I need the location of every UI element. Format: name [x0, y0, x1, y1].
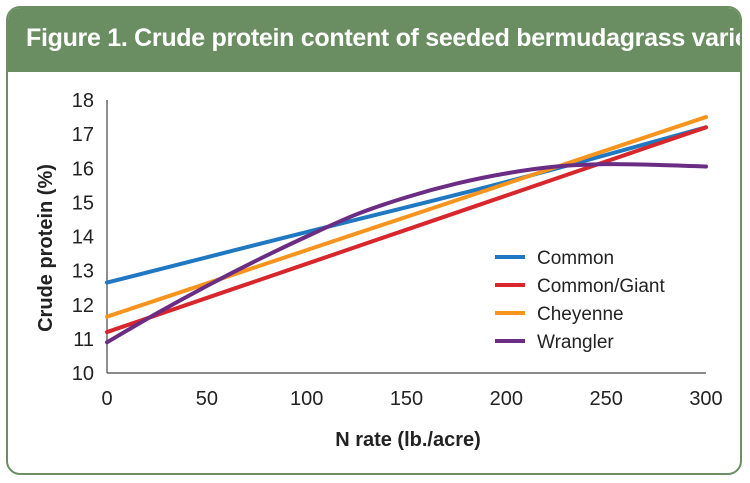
legend: Common Common/Giant Cheyenne Wrangler: [495, 248, 665, 353]
x-tick-label: 300: [689, 388, 722, 410]
y-axis-title: Crude protein (%): [35, 164, 57, 332]
series-line-common: [105, 125, 708, 285]
series-line-wrangler: [105, 162, 708, 345]
y-tick-label: 11: [73, 329, 94, 351]
y-tick-label: 18: [72, 90, 94, 112]
x-tick-label: 150: [390, 388, 423, 410]
x-tick-label: 100: [290, 388, 323, 410]
legend-label-common: Common: [537, 248, 614, 269]
axes: 10 11 12 13 14 15 16 17 18 0 50 100 150 200 250 300: [72, 90, 723, 410]
title-bar: Figure 1. Crude protein content of seede…: [8, 8, 740, 72]
x-tick-label: 50: [196, 388, 218, 410]
legend-label-common-giant: Common/Giant: [537, 276, 665, 297]
y-tick-label: 13: [72, 261, 94, 283]
legend-label-cheyenne: Cheyenne: [537, 304, 624, 325]
y-tick-label: 10: [72, 363, 94, 385]
series-line-common-giant: [105, 125, 708, 335]
y-tick-label: 12: [72, 295, 94, 317]
y-tick-label: 14: [72, 227, 94, 249]
legend-label-wrangler: Wrangler: [537, 332, 614, 353]
x-tick-label: 0: [101, 388, 112, 410]
series-lines: [105, 115, 708, 345]
series-line-cheyenne: [105, 115, 708, 319]
chart-title: Figure 1. Crude protein content of seede…: [26, 24, 742, 52]
figure-frame: Figure 1. Crude protein content of seede…: [6, 6, 742, 475]
x-axis-title: N rate (lb./acre): [335, 429, 481, 451]
x-tick-label: 200: [490, 388, 523, 410]
x-tick-label: 250: [589, 388, 622, 410]
y-tick-label: 15: [72, 192, 94, 214]
y-tick-label: 16: [72, 158, 94, 180]
y-tick-label: 17: [72, 124, 94, 146]
